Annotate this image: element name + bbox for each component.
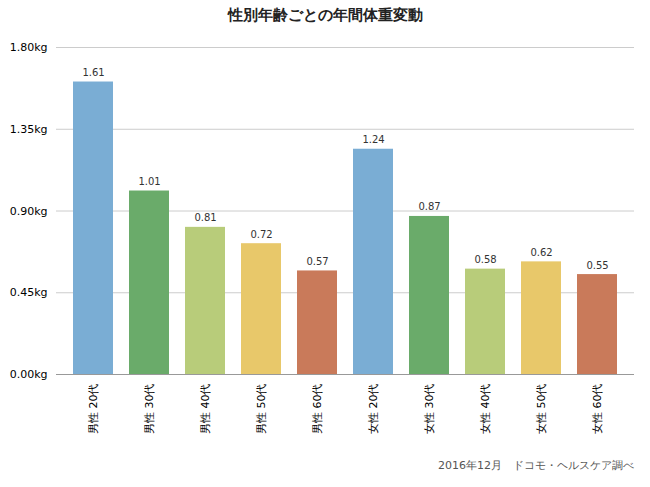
svg-text:0.58: 0.58 <box>474 254 496 265</box>
svg-text:1.01: 1.01 <box>138 176 160 187</box>
svg-text:女性 60代: 女性 60代 <box>591 384 604 435</box>
html-text:2016年12月 ドコモ・ヘルスケア調べ: 2016年12月 ドコモ・ヘルスケア調べ <box>438 459 634 472</box>
svg-text:1.80kg: 1.80kg <box>10 41 48 54</box>
svg-text:0.87: 0.87 <box>418 201 440 212</box>
svg-text:0.72: 0.72 <box>250 229 272 240</box>
svg-text:女性 30代: 女性 30代 <box>423 384 436 435</box>
svg-text:男性 60代: 男性 60代 <box>311 384 324 435</box>
svg-text:0.81: 0.81 <box>194 212 216 223</box>
svg-text:0.45kg: 0.45kg <box>10 286 48 299</box>
svg-text:女性 40代: 女性 40代 <box>479 384 492 435</box>
svg-text:1.24: 1.24 <box>362 134 384 145</box>
svg-text:男性 50代: 男性 50代 <box>255 384 268 435</box>
svg-text:0.00kg: 0.00kg <box>10 368 48 381</box>
svg-text:男性 20代: 男性 20代 <box>87 384 100 435</box>
svg-text:0.55: 0.55 <box>586 260 608 271</box>
svg-text:男性 40代: 男性 40代 <box>199 384 212 435</box>
svg-text:1.61: 1.61 <box>82 67 104 78</box>
svg-text:1.35kg: 1.35kg <box>10 123 48 136</box>
svg-text:0.57: 0.57 <box>306 256 328 267</box>
html-text:性別年齢ごとの年間体重変動: 性別年齢ごとの年間体重変動 <box>227 6 423 24</box>
svg-text:0.90kg: 0.90kg <box>10 205 48 218</box>
svg-text:女性 50代: 女性 50代 <box>535 384 548 435</box>
svg-text:男性 30代: 男性 30代 <box>143 384 156 435</box>
svg-text:0.62: 0.62 <box>530 247 552 258</box>
svg-text:女性 20代: 女性 20代 <box>367 384 380 435</box>
